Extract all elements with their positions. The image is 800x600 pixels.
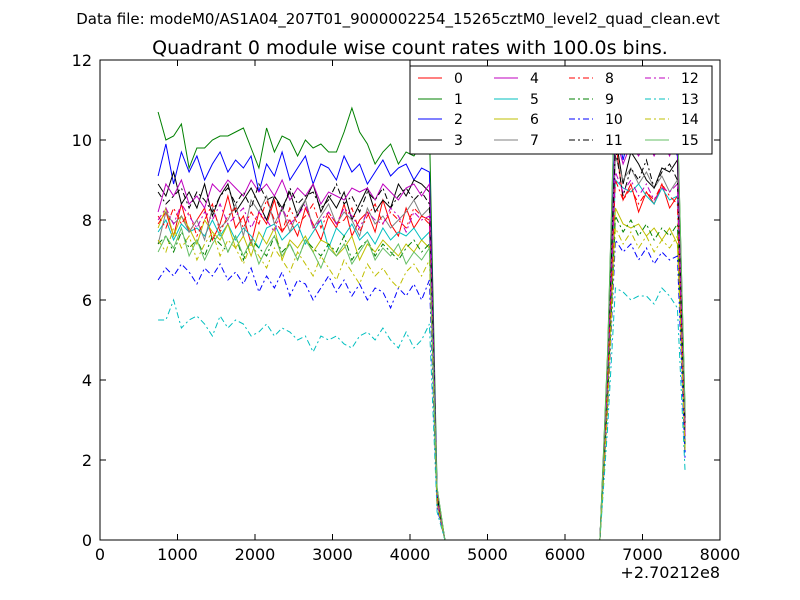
legend-label-9: 9 (605, 92, 614, 108)
series-line-2 (157, 119, 686, 540)
series-line-15 (157, 71, 686, 540)
x-tick-label: 0 (95, 545, 105, 564)
legend-label-2: 2 (454, 112, 463, 128)
series-line-10 (157, 238, 686, 540)
x-tick-label: 3000 (312, 545, 353, 564)
legend-label-15: 15 (681, 133, 699, 149)
legend-label-8: 8 (605, 71, 614, 87)
legend-label-11: 11 (605, 133, 623, 149)
x-tick-label: 6000 (545, 545, 586, 564)
x-axis-offset-label: +2.70212e8 (620, 563, 720, 582)
series-line-4 (157, 135, 686, 540)
y-tick-label: 10 (72, 131, 92, 150)
series-line-8 (157, 179, 686, 540)
legend-label-1: 1 (454, 92, 463, 108)
legend-label-0: 0 (454, 71, 463, 87)
y-tick-label: 4 (82, 371, 92, 390)
series-line-13 (158, 287, 686, 540)
legend-label-12: 12 (681, 71, 699, 87)
y-tick-label: 2 (82, 451, 92, 470)
y-tick-label: 12 (72, 51, 92, 70)
series-line-3 (157, 135, 686, 540)
x-tick-label: 2000 (235, 545, 276, 564)
series-layer (157, 71, 686, 540)
legend-label-13: 13 (681, 92, 699, 108)
x-tick-label: 4000 (390, 545, 431, 564)
legend-label-14: 14 (681, 112, 699, 128)
y-tick-label: 0 (82, 531, 92, 550)
x-tick-label: 8000 (700, 545, 741, 564)
x-tick-label: 1000 (157, 545, 198, 564)
series-line-11 (157, 147, 686, 540)
series-line-6 (157, 206, 686, 540)
chart-suptitle: Data file: modeM0/AS1A04_207T01_90000022… (76, 10, 720, 29)
y-tick-label: 6 (82, 291, 92, 310)
legend-label-7: 7 (530, 133, 539, 149)
series-line-9 (157, 215, 686, 540)
legend-frame (409, 65, 713, 155)
x-tick-label: 7000 (622, 545, 663, 564)
legend-label-10: 10 (605, 112, 623, 128)
series-line-14 (157, 226, 686, 540)
legend-label-4: 4 (530, 71, 539, 87)
legend-label-6: 6 (530, 112, 539, 128)
y-tick-label: 8 (82, 211, 92, 230)
series-line-12 (157, 171, 686, 540)
legend-label-5: 5 (530, 92, 539, 108)
legend-label-3: 3 (454, 133, 463, 149)
x-tick-label: 5000 (467, 545, 508, 564)
chart-title: Quadrant 0 module wise count rates with … (152, 37, 668, 59)
x-axis: 0 1000 2000 3000 4000 5000 6000 7000 8000 (95, 60, 740, 564)
